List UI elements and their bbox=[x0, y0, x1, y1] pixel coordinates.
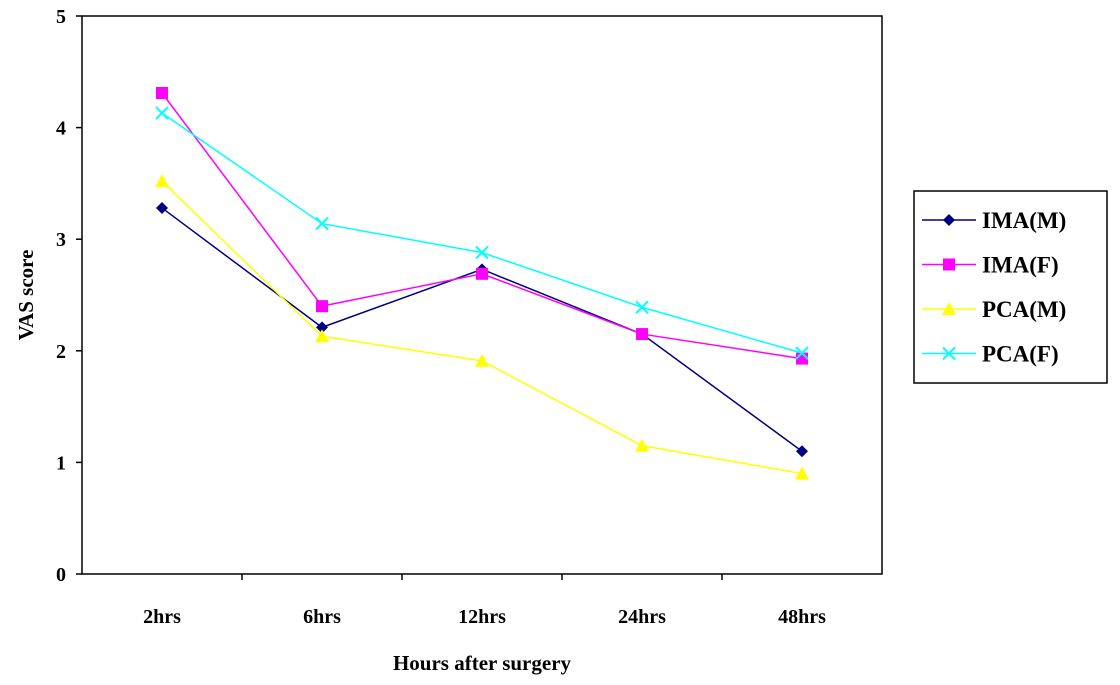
data-point bbox=[156, 201, 168, 214]
data-point bbox=[635, 300, 649, 314]
x-axis-title: Hours after surgery bbox=[393, 651, 572, 675]
y-tick-label: 5 bbox=[56, 6, 66, 28]
y-tick-label: 3 bbox=[56, 229, 66, 251]
legend-label: PCA(F) bbox=[982, 342, 1059, 367]
series-pca-m bbox=[155, 174, 809, 480]
legend-label: IMA(M) bbox=[982, 208, 1066, 233]
series-ima-f bbox=[156, 87, 808, 365]
data-point bbox=[796, 445, 808, 458]
data-point bbox=[155, 174, 169, 188]
series-line bbox=[161, 180, 803, 475]
y-axis-title: VAS score bbox=[14, 250, 38, 341]
data-point bbox=[476, 267, 488, 280]
data-point bbox=[315, 329, 329, 343]
y-tick-label: 4 bbox=[56, 118, 66, 140]
x-axis-ticks: 2hrs 6hrs 12hrs 24hrs 48hrs bbox=[143, 574, 826, 628]
data-point bbox=[475, 353, 489, 367]
legend-marker bbox=[943, 214, 955, 226]
data-point bbox=[475, 245, 489, 260]
data-point bbox=[635, 438, 649, 452]
x-tick-label: 48hrs bbox=[778, 606, 826, 628]
series-layer bbox=[155, 87, 809, 480]
legend-marker bbox=[942, 302, 956, 315]
data-point bbox=[636, 328, 648, 341]
legend-label: PCA(M) bbox=[982, 297, 1066, 322]
x-tick-label: 6hrs bbox=[303, 606, 341, 628]
data-point bbox=[156, 87, 168, 100]
legend-label: IMA(F) bbox=[982, 253, 1059, 278]
series-line bbox=[161, 207, 803, 452]
series-pca-f bbox=[155, 106, 809, 360]
legend-item: IMA(F) bbox=[922, 253, 1059, 278]
legend-marker bbox=[942, 346, 956, 361]
y-tick-label: 1 bbox=[56, 452, 66, 474]
data-point bbox=[795, 466, 809, 480]
plot-area bbox=[81, 15, 883, 575]
legend-item: PCA(M) bbox=[922, 297, 1066, 322]
data-point bbox=[795, 346, 809, 360]
data-point bbox=[315, 216, 329, 231]
series-ima-m bbox=[156, 201, 808, 458]
x-tick-label: 2hrs bbox=[143, 606, 181, 628]
y-tick-label: 0 bbox=[56, 564, 66, 586]
legend: IMA(M) IMA(F) PCA(M) PCA(F) bbox=[913, 190, 1108, 384]
data-point bbox=[155, 106, 169, 120]
legend-marker bbox=[943, 258, 955, 271]
series-line bbox=[161, 92, 803, 360]
legend-item: PCA(F) bbox=[922, 342, 1059, 367]
y-tick-label: 2 bbox=[56, 341, 66, 363]
series-line bbox=[161, 112, 803, 354]
plot-frame bbox=[81, 15, 883, 575]
x-tick-label: 12hrs bbox=[458, 606, 506, 628]
y-axis-ticks: 0 1 2 3 4 5 bbox=[56, 6, 82, 586]
data-point bbox=[316, 300, 328, 313]
legend-item: IMA(M) bbox=[922, 208, 1066, 233]
x-tick-label: 24hrs bbox=[618, 606, 666, 628]
data-point bbox=[316, 321, 328, 334]
